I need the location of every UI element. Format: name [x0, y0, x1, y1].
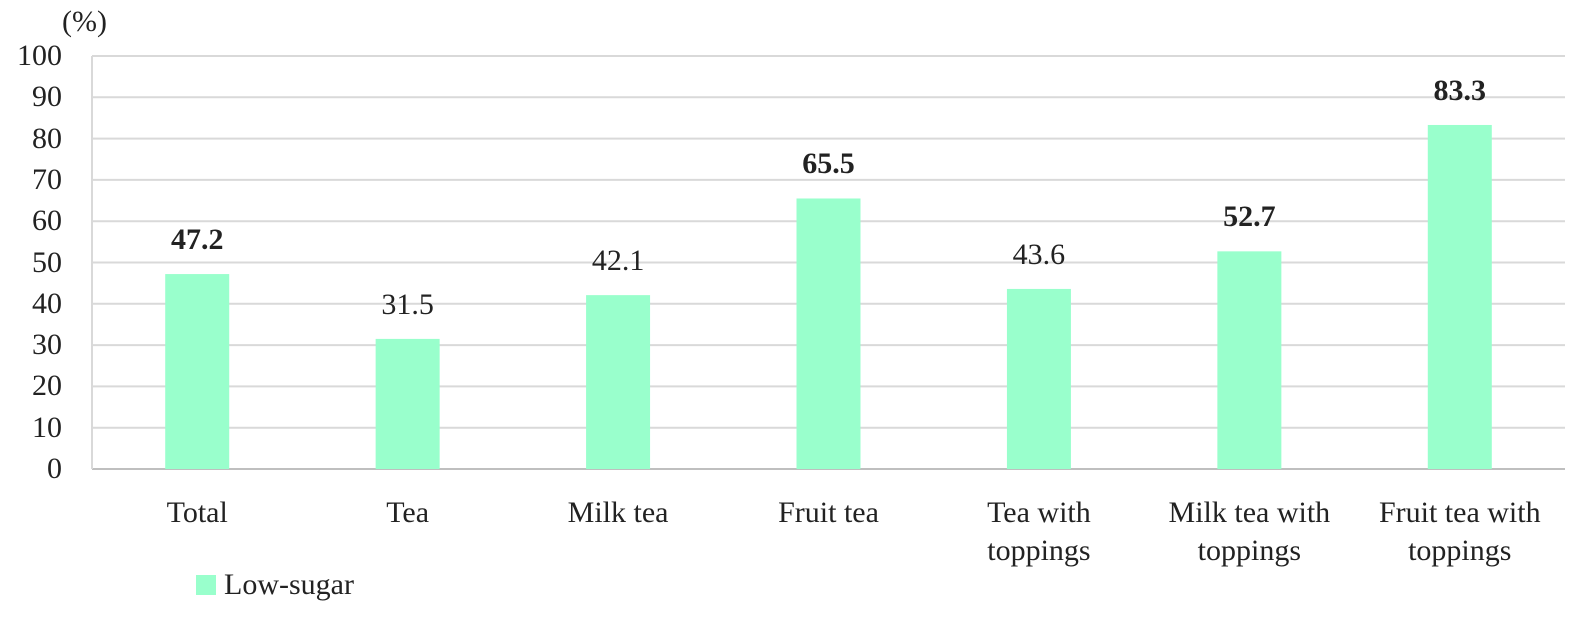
bar — [1006, 288, 1071, 469]
x-tick-label: Milk tea — [567, 496, 669, 529]
x-tick-label: Total — [166, 496, 228, 529]
value-label: 43.6 — [1012, 237, 1066, 271]
y-tick-label: 80 — [32, 121, 62, 155]
bar — [165, 274, 230, 469]
x-tick-label: Fruit tea — [778, 496, 879, 529]
value-label: 47.2 — [170, 223, 224, 257]
y-tick-label: 90 — [32, 80, 62, 114]
y-tick-label: 50 — [32, 245, 62, 279]
y-tick-label: 70 — [32, 162, 62, 196]
value-label: 42.1 — [591, 244, 645, 278]
x-tick-label: Tea — [386, 496, 430, 529]
y-tick-label: 100 — [17, 39, 62, 72]
bar — [586, 295, 651, 469]
legend-swatch — [196, 575, 216, 595]
value-label: 52.7 — [1223, 200, 1276, 234]
y-axis-label: (%) — [62, 5, 107, 38]
legend-label: Low-sugar — [224, 568, 354, 601]
y-tick-label: 10 — [32, 410, 62, 444]
bar — [375, 338, 440, 469]
y-tick-label: 60 — [32, 204, 62, 238]
bar — [1427, 124, 1492, 469]
x-tick-label: Milk tea with toppings — [1168, 496, 1331, 567]
value-label: 31.5 — [381, 287, 434, 321]
value-label: 65.5 — [802, 147, 855, 181]
value-label: 83.3 — [1433, 73, 1487, 107]
x-tick-label: Fruit tea with toppings — [1378, 496, 1541, 567]
y-tick-label: 20 — [32, 369, 62, 403]
bar — [1217, 251, 1282, 469]
y-tick-label: 40 — [32, 286, 62, 320]
y-tick-label: 30 — [32, 328, 62, 362]
bar — [796, 198, 861, 470]
y-tick-label: 0 — [47, 452, 62, 485]
x-tick-label: Tea with toppings — [987, 496, 1091, 567]
